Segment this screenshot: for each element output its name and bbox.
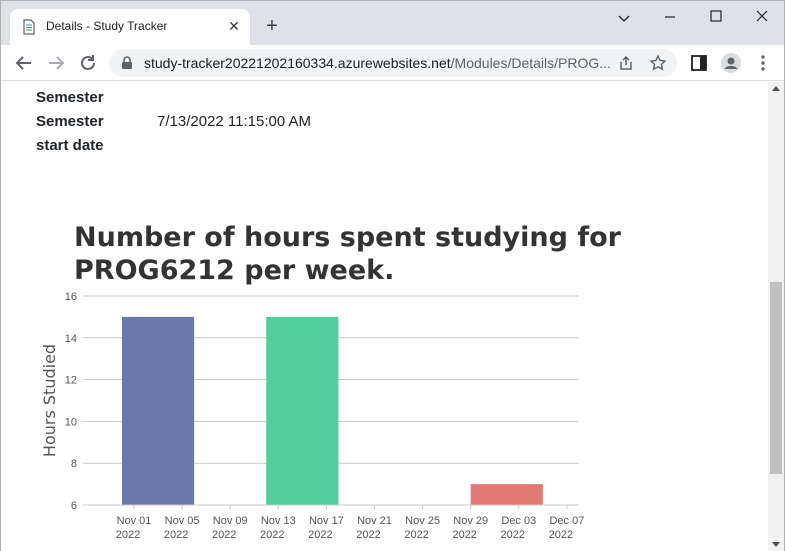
x-tick-label: Nov 01 [117,515,152,527]
y-tick-label: 8 [71,458,77,470]
minimize-icon[interactable] [601,1,647,33]
x-tick-year-label: 2022 [356,529,380,541]
semester-start-label-line2: start date [36,137,104,154]
x-tick-year-label: 2022 [260,529,284,541]
tab-strip: Details - Study Tracker ✕ + [1,1,784,45]
profile-icon[interactable] [719,51,743,75]
semester-start-value: 7/13/2022 11:15:00 AM [157,113,312,130]
y-axis-label: Hours Studied [40,344,59,457]
tab-details[interactable]: Details - Study Tracker ✕ [10,9,250,45]
semester-label: Semester [36,89,104,106]
chart-title: Number of hours spent studying for PROG6… [74,222,621,286]
x-tick-label: Nov 29 [453,515,488,527]
forward-arrow-icon[interactable] [43,50,69,76]
share-icon[interactable] [617,54,635,72]
page-content: Semester Semester start date 7/13/2022 1… [1,82,768,551]
x-tick-label: Nov 05 [165,515,200,527]
x-tick-year-label: 2022 [549,529,573,541]
document-icon [23,19,35,35]
kebab-menu-icon[interactable] [751,51,775,75]
scroll-thumb[interactable] [770,282,782,474]
x-tick-label: Nov 17 [309,515,344,527]
vertical-scrollbar[interactable] [768,82,784,551]
close-icon[interactable]: ✕ [228,18,240,34]
x-tick-year-label: 2022 [212,529,236,541]
star-icon[interactable] [649,54,667,72]
reload-icon[interactable] [75,50,101,76]
x-tick-label: Nov 25 [405,515,440,527]
tab-title: Details - Study Tracker [46,19,168,33]
y-tick-label: 6 [71,500,77,512]
url-path: /Modules/Details/PROG... [450,55,611,71]
maximize-icon[interactable] [693,1,739,33]
bar [470,484,543,505]
y-tick-label: 12 [65,375,77,387]
address-bar[interactable]: study-tracker20221202160334.azurewebsite… [109,49,677,77]
x-tick-label: Dec 03 [501,515,536,527]
x-tick-year-label: 2022 [116,529,140,541]
x-tick-year-label: 2022 [501,529,525,541]
browser-toolbar: study-tracker20221202160334.azurewebsite… [1,45,784,81]
side-panel-icon[interactable] [687,51,711,75]
url-host: study-tracker20221202160334.azurewebsite… [144,55,451,71]
minimize-icon[interactable] [647,1,693,33]
x-tick-year-label: 2022 [452,529,476,541]
back-arrow-icon[interactable] [11,50,37,76]
close-window-icon[interactable] [739,1,785,33]
plus-icon[interactable]: + [266,15,278,37]
url-text[interactable]: study-tracker20221202160334.azurewebsite… [144,55,614,71]
bar [266,316,339,505]
study-hours-chart: 6 8 10 12 14 16 Nov 01 2022 Nov 05 2022 Nov 09 2022… [40,291,584,541]
lock-icon[interactable] [119,55,135,71]
x-tick-year-label: 2022 [404,529,428,541]
y-tick-label: 14 [65,333,77,345]
x-tick-label: Nov 13 [261,515,296,527]
scroll-down-arrow-icon[interactable] [772,542,780,547]
bar [121,316,195,505]
y-tick-label: 10 [65,416,77,428]
scroll-up-arrow-icon[interactable] [772,86,780,91]
x-tick-label: Nov 09 [213,515,248,527]
x-tick-year-label: 2022 [164,529,188,541]
semester-start-label-line1: Semester [36,113,104,130]
y-tick-label: 16 [65,291,77,303]
x-tick-label: Nov 21 [357,515,392,527]
x-tick-year-label: 2022 [308,529,332,541]
x-tick-label: Dec 07 [549,515,584,527]
